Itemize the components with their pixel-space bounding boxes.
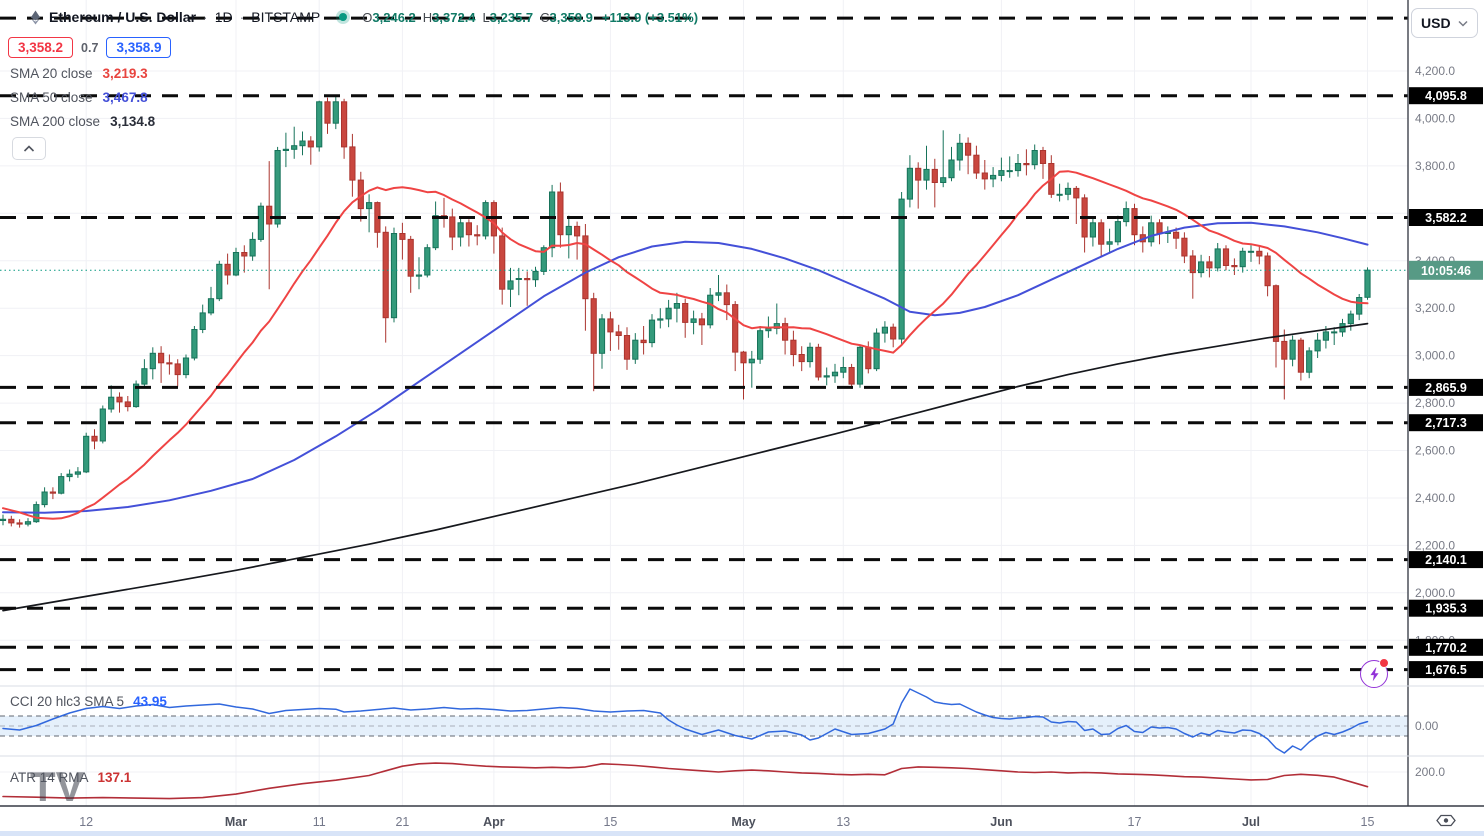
notification-dot: [1379, 658, 1389, 668]
level-label: 2,717.3: [1409, 414, 1483, 432]
chevron-up-icon: [23, 144, 35, 152]
symbol-title: Ethereum / U.S. Dollar: [49, 9, 197, 25]
bottom-strip: [0, 831, 1484, 836]
symbol-legend[interactable]: Ethereum / U.S. Dollar · 1D · BITSTAMP O…: [28, 9, 698, 25]
grid-layer: [0, 0, 1408, 806]
sma200-line: [2, 322, 1369, 612]
cci-legend[interactable]: CCI 20 hlc3 SMA 5 43.95: [10, 694, 167, 709]
high-value: 3,372.4: [432, 9, 476, 25]
candles-layer: [0, 96, 1371, 528]
atr-line: [2, 762, 1369, 800]
level-label: 3,582.2: [1409, 209, 1483, 226]
svg-text:2,400.0: 2,400.0: [1415, 491, 1455, 505]
countdown-label: 10:05:46: [1409, 260, 1483, 280]
svg-text:Mar: Mar: [225, 815, 247, 829]
indicator-row-sma20[interactable]: SMA 20 close 3,219.3: [10, 66, 148, 81]
svg-text:4,200.0: 4,200.0: [1415, 64, 1455, 78]
svg-text:1,935.3: 1,935.3: [1425, 602, 1467, 616]
chevron-down-icon: [1458, 20, 1468, 27]
svg-text:3,582.2: 3,582.2: [1425, 211, 1467, 225]
svg-text:2,140.1: 2,140.1: [1425, 553, 1467, 567]
level-label: 1,935.3: [1409, 599, 1483, 617]
bid-price-button[interactable]: 3,358.2: [8, 37, 74, 58]
sma50-line: [2, 221, 1369, 514]
level-label: 4,095.8: [1409, 87, 1483, 105]
legend-collapse-button[interactable]: [12, 137, 46, 160]
change-value: +113.9 (+3.51%): [601, 9, 699, 25]
cci-band: [0, 715, 1408, 737]
atr-legend[interactable]: ATR 14 RMA 137.1: [10, 770, 132, 785]
open-value: 3,246.2: [372, 9, 416, 25]
svg-text:1,770.2: 1,770.2: [1425, 641, 1467, 655]
svg-text:10:05:46: 10:05:46: [1421, 264, 1471, 278]
svg-text:3,200.0: 3,200.0: [1415, 301, 1455, 315]
svg-text:200.0: 200.0: [1415, 765, 1445, 779]
time-axis[interactable]: 12 Mar 11 21 Apr 15 May 13 Jun 17 Jul 15: [0, 805, 1484, 836]
svg-text:Jun: Jun: [990, 815, 1012, 829]
svg-text:15: 15: [603, 815, 617, 829]
market-status-icon: [336, 10, 351, 24]
svg-text:2,000.0: 2,000.0: [1415, 586, 1455, 600]
ask-price-button[interactable]: 3,358.9: [106, 37, 172, 58]
timezone-settings-icon[interactable]: [1436, 814, 1456, 827]
svg-text:Apr: Apr: [483, 815, 505, 829]
currency-label: USD: [1421, 15, 1451, 31]
cci-line: [2, 688, 1369, 754]
ohlc-values: O3,246.2 H3,372.4 L3,235.7 C3,359.9 +113…: [362, 9, 699, 25]
svg-text:13: 13: [836, 815, 850, 829]
svg-text:4,095.8: 4,095.8: [1425, 89, 1467, 103]
svg-text:0.00: 0.00: [1415, 719, 1439, 733]
svg-text:21: 21: [395, 815, 409, 829]
svg-text:2,865.9: 2,865.9: [1425, 381, 1467, 395]
tradingview-watermark: TV: [30, 763, 84, 810]
level-label: 2,140.1: [1409, 551, 1483, 569]
svg-text:15: 15: [1361, 815, 1375, 829]
levels-layer[interactable]: [0, 16, 1408, 672]
separator: ·: [203, 9, 208, 25]
svg-text:2,600.0: 2,600.0: [1415, 444, 1455, 458]
svg-text:3,800.0: 3,800.0: [1415, 159, 1455, 173]
svg-text:2,200.0: 2,200.0: [1415, 538, 1455, 552]
exchange: BITSTAMP: [251, 9, 321, 25]
level-label: 1,676.5: [1409, 661, 1483, 679]
svg-text:12: 12: [79, 815, 93, 829]
svg-text:2,717.3: 2,717.3: [1425, 416, 1467, 430]
svg-text:Jul: Jul: [1242, 815, 1260, 829]
svg-text:3,000.0: 3,000.0: [1415, 349, 1455, 363]
spread-value: 0.7: [81, 40, 99, 55]
svg-text:4,000.0: 4,000.0: [1415, 111, 1455, 125]
close-value: 3,359.9: [549, 9, 593, 25]
price-axis[interactable]: 4,200.04,000.03,800.03,400.03,200.03,000…: [1407, 0, 1484, 836]
ethereum-icon: [30, 9, 41, 25]
svg-text:11: 11: [313, 815, 326, 829]
svg-text:May: May: [731, 815, 755, 829]
currency-dropdown[interactable]: USD: [1411, 8, 1478, 38]
indicator-row-sma50[interactable]: SMA 50 close 3,467.8: [10, 90, 148, 105]
low-value: 3,235.7: [489, 9, 534, 25]
level-label: 2,865.9: [1409, 378, 1483, 396]
svg-text:17: 17: [1128, 815, 1142, 829]
separator: ·: [239, 9, 245, 25]
svg-text:2,800.0: 2,800.0: [1415, 396, 1455, 410]
indicator-row-sma200[interactable]: SMA 200 close 3,134.8: [10, 114, 156, 129]
quote-row: 3,358.2 0.7 3,358.9: [8, 37, 172, 58]
flash-alert-button[interactable]: [1360, 658, 1389, 688]
lightning-icon: [1369, 667, 1379, 681]
timeframe[interactable]: 1D: [214, 9, 233, 25]
sma20-line: [2, 170, 1369, 520]
level-label: 1,770.2: [1409, 638, 1483, 656]
svg-text:1,676.5: 1,676.5: [1425, 663, 1467, 677]
